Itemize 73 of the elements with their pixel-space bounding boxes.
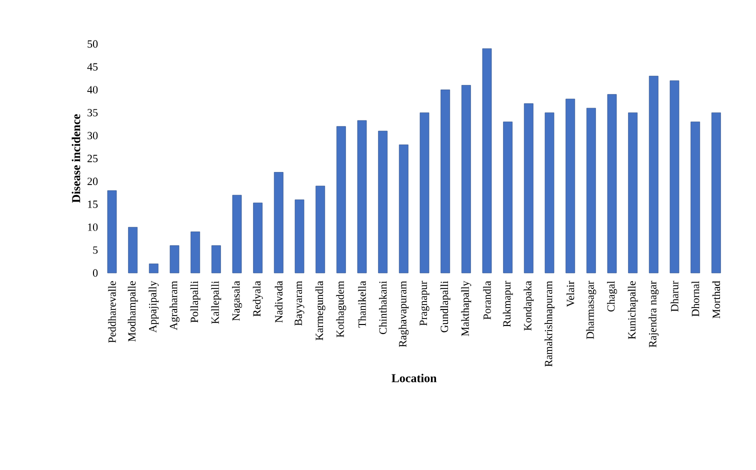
bar [357,120,367,274]
bar [711,112,721,274]
bar [294,200,304,274]
x-tick-label: Redyala [252,280,263,317]
x-tick-label: Porandla [483,280,491,320]
x-tick-label: Kallepalli [211,280,222,324]
bar [607,94,617,274]
x-tick-label: Dharmasagar [586,280,596,340]
x-tick-label: Pollapalli [190,281,200,323]
y-tick-label: 25 [88,154,98,162]
x-tick-label: Bayyaram [294,280,304,326]
y-tick-label: 20 [88,178,98,186]
x-tick-label: Morthad [712,280,720,318]
bar [274,172,284,274]
bar [628,112,638,274]
bar [148,264,158,274]
bar [648,76,658,274]
bar [107,190,117,274]
x-tick-label: Karmegundla [315,280,326,340]
y-tick-label: 5 [93,246,98,254]
x-tick-label: Velair [566,280,574,307]
bar [566,98,576,274]
bar [503,122,513,274]
bar [524,103,534,274]
bar [170,245,180,274]
x-tick-label: Raghavapuram [398,280,409,348]
x-tick-label: Rukmapur [502,280,513,327]
x-tick-label: Chagal [607,281,617,312]
bar [586,108,596,274]
bar [336,126,346,274]
bar [398,144,408,274]
x-tick-label: Gundlapalli [440,281,450,332]
bar [461,85,471,274]
x-tick-label: Modhampalle [128,281,138,342]
bar [128,226,138,274]
x-tick-label: Nadivada [274,280,283,323]
y-tick-label: 50 [88,40,98,48]
bar [482,48,492,274]
bar [690,122,700,274]
y-tick-label: 15 [88,200,98,208]
x-tick-label: Rajendra nagar [648,280,659,348]
y-axis-title: Disease incidence [72,114,80,203]
x-tick-label: Nagasala [232,280,242,321]
y-tick-label: 10 [88,223,98,231]
x-axis-title: Location [392,374,437,382]
bar [190,232,200,274]
x-tick-label: Thanikella [358,280,366,328]
x-tick-label: Kondapaka [524,280,534,331]
y-tick-label: 35 [88,109,98,116]
bar [544,112,554,274]
bar [211,245,221,274]
y-tick-label: 45 [87,63,98,71]
y-tick-label: 40 [87,86,98,94]
bar [378,130,388,274]
y-tick-label: 30 [88,132,98,140]
bar [440,90,450,274]
x-tick-label: Appajipally [148,280,159,333]
x-tick-label: Chinthakani [378,281,387,334]
bar [253,202,263,274]
bar [316,186,326,274]
bar [420,112,430,274]
x-tick-label: Peddharevalle [108,281,116,343]
x-tick-label: Kothagudem [336,280,346,338]
x-tick-label: Kunichapalle [628,281,638,340]
x-tick-label: Pragnapur [420,280,430,326]
x-tick-label: Makthapally [461,280,472,336]
bar [670,80,680,274]
y-tick-label: 0 [92,269,98,277]
x-tick-label: Dhornal [691,281,700,317]
x-tick-label: Agraharam [170,280,180,330]
x-tick-label: Ramakrishnapuram [544,280,554,367]
x-tick-label: Dharur [670,280,678,312]
bar [232,194,242,274]
